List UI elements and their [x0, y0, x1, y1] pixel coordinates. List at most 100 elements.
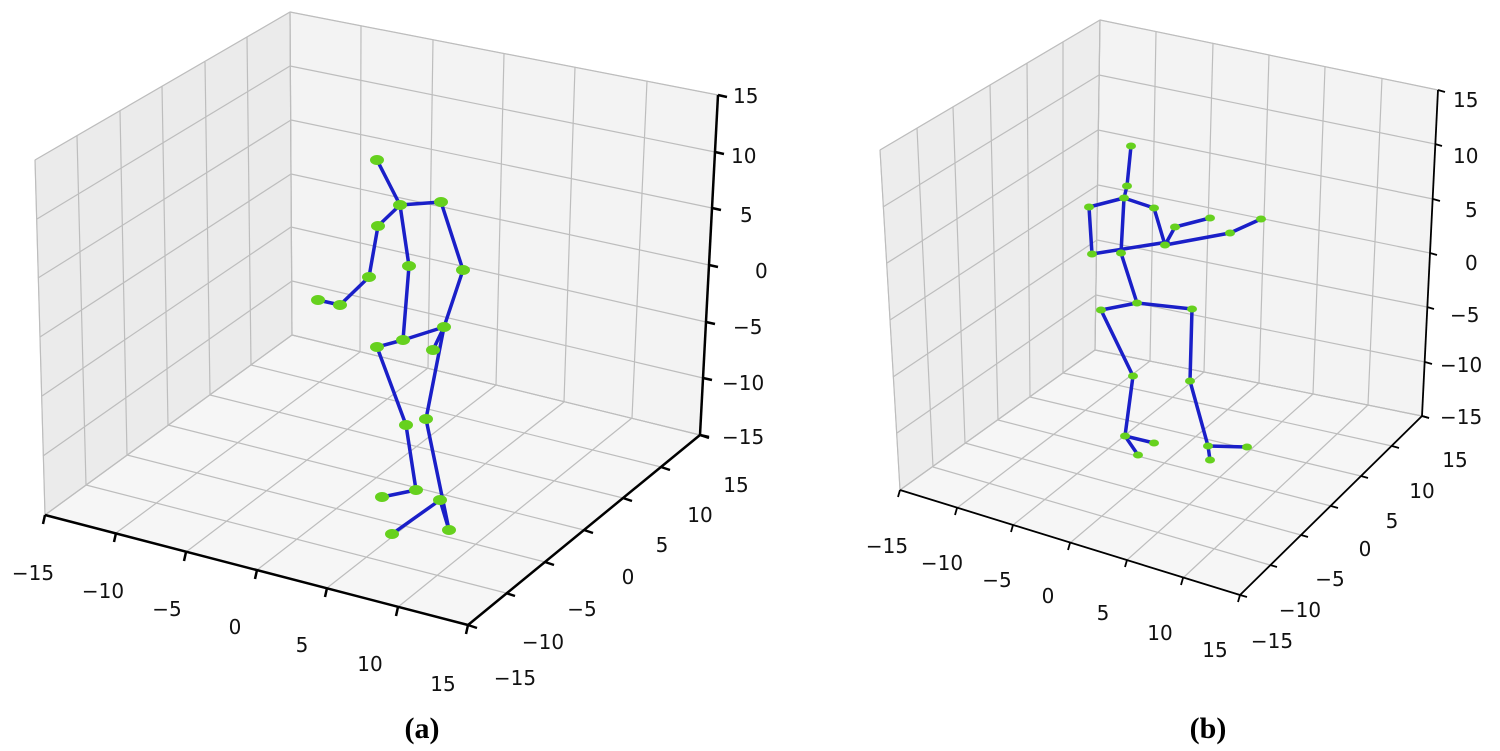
- panel-b-x-tick: 10: [1147, 621, 1172, 645]
- joint: [434, 197, 448, 207]
- joint: [433, 495, 447, 505]
- panel-a-z-tick: 0: [755, 259, 768, 283]
- bone: [1087, 205, 1094, 256]
- joint: [1119, 194, 1129, 202]
- joint: [1128, 372, 1138, 380]
- joint: [1160, 241, 1170, 249]
- panel-a-x-tick: 15: [430, 672, 455, 696]
- panel-b-x-tick: −5: [982, 568, 1011, 592]
- joint: [385, 529, 399, 539]
- joint: [1149, 439, 1159, 447]
- panel-a-y-tick: 5: [656, 533, 669, 557]
- joint: [1084, 203, 1094, 211]
- joint: [442, 525, 456, 535]
- joint: [1116, 249, 1126, 257]
- panel-b-y-tick: 0: [1359, 537, 1372, 561]
- panel-a-y-tick: 10: [687, 503, 712, 527]
- bone: [1090, 240, 1170, 256]
- joint: [333, 300, 347, 310]
- panel-b-z-tick: 10: [1453, 144, 1478, 168]
- joint: [1122, 182, 1132, 190]
- panel-a-z-tick: −5: [733, 315, 762, 339]
- bone: [1119, 251, 1139, 305]
- panel-a-x-tick: 5: [296, 633, 309, 657]
- joint: [393, 200, 407, 210]
- joint: [371, 221, 385, 231]
- joint: [402, 261, 416, 271]
- panel-b-y-tick: 5: [1386, 509, 1399, 533]
- panel-b-y-tick: 10: [1409, 479, 1434, 503]
- panel-b-x-tick: 15: [1202, 638, 1227, 662]
- panel-b-axes: [897, 89, 1446, 603]
- bone: [1099, 308, 1135, 378]
- joint: [419, 414, 433, 424]
- panel-b-y-tick: −10: [1279, 598, 1321, 622]
- panel-b-z-tick: −15: [1440, 405, 1482, 429]
- panel-b-y-tick: 15: [1442, 448, 1467, 472]
- panel-a-tick-labels: −15 −10 −5 0 5 10 15 −15 −10 −5 0 5 10 1…: [12, 84, 768, 696]
- bone: [1173, 216, 1212, 229]
- panel-b-caption: (b): [1190, 712, 1227, 745]
- panel-b-z-tick: 5: [1465, 198, 1478, 222]
- bone: [1123, 434, 1156, 445]
- bone: [1228, 217, 1263, 235]
- panel-a-z-tick: −15: [722, 425, 764, 449]
- panel-b-x-axis-line: [899, 489, 1241, 596]
- joint: [1205, 456, 1215, 464]
- joint: [437, 322, 451, 332]
- panel-a-grid: [34, 11, 719, 626]
- bone: [1152, 206, 1167, 247]
- bone: [401, 325, 446, 342]
- joint: [1133, 451, 1143, 459]
- bone: [375, 345, 408, 427]
- bone: [1119, 196, 1126, 255]
- joint: [1203, 442, 1213, 450]
- bone: [424, 325, 446, 421]
- bone: [1135, 301, 1194, 311]
- joint: [362, 272, 376, 282]
- joint: [426, 345, 440, 355]
- joint: [370, 155, 384, 165]
- joint: [1185, 377, 1195, 385]
- bone: [1122, 196, 1156, 210]
- panel-a-caption: (a): [405, 712, 440, 745]
- panel-b-tick-labels: −15 −10 −5 0 5 10 15 −15 −10 −5 0 5 10 1…: [866, 88, 1482, 662]
- bone: [1123, 374, 1135, 438]
- panel-a-axes: [41, 93, 728, 635]
- joint: [1126, 142, 1136, 150]
- joint: [1205, 214, 1215, 222]
- joint: [456, 265, 470, 275]
- panel-a-z-tick: −10: [722, 371, 764, 395]
- panel-b-skeleton-joints: [1084, 142, 1266, 464]
- panel-b-grid: [879, 19, 1439, 596]
- joint: [375, 492, 389, 502]
- joint: [1132, 299, 1142, 307]
- panel-b-z-tick: −10: [1440, 353, 1482, 377]
- panel-b-x-tick: 0: [1042, 584, 1055, 608]
- bone: [404, 423, 418, 492]
- joint: [1120, 432, 1130, 440]
- joint: [1170, 223, 1180, 231]
- joint: [409, 485, 423, 495]
- panel-a-x-tick: −10: [82, 579, 124, 603]
- panel-a-y-tick: −5: [567, 597, 596, 621]
- bone: [1123, 434, 1140, 457]
- bone: [390, 498, 442, 536]
- panel-a-y-tick: −10: [522, 630, 564, 654]
- joint: [1225, 229, 1235, 237]
- bone: [398, 203, 411, 268]
- joint: [1242, 443, 1252, 451]
- bone: [1099, 301, 1139, 312]
- bone: [1206, 444, 1249, 449]
- panel-a: −15 −10 −5 0 5 10 15 −15 −10 −5 0 5 10 1…: [12, 11, 768, 745]
- panel-b-z-tick: 15: [1453, 88, 1478, 112]
- panel-b-x-tick: −15: [866, 534, 908, 558]
- joint: [399, 420, 413, 430]
- bone: [401, 264, 411, 342]
- panel-a-x-tick: −5: [152, 597, 181, 621]
- panel-b-z-tick: −5: [1450, 303, 1479, 327]
- joint: [1096, 306, 1106, 314]
- panel-a-y-tick: −15: [494, 666, 536, 690]
- panel-b-y-tick: −15: [1251, 629, 1293, 653]
- panel-b-z-tick: 0: [1465, 251, 1478, 275]
